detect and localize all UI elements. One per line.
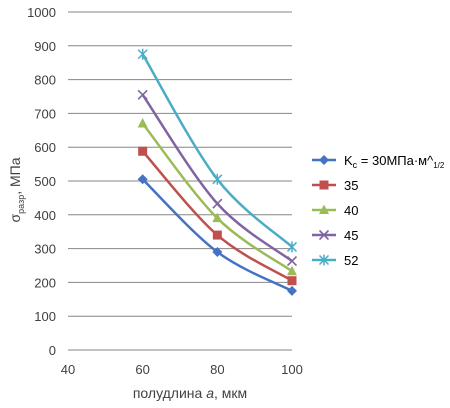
legend-label: Kc = 30МПа·м^1/2 [344,153,445,170]
data-point [212,212,223,223]
y-tick-label: 1000 [27,5,56,20]
y-tick-label: 300 [34,242,56,257]
data-point [137,174,148,185]
y-tick-label: 100 [34,309,56,324]
legend-marker [319,204,329,214]
data-point [287,285,297,296]
data-point [287,276,297,286]
legend-label: 35 [344,178,358,193]
y-tick-label: 700 [34,106,56,121]
x-tick-label: 60 [135,362,149,377]
data-point [286,241,298,253]
y-tick-label: 0 [49,343,56,358]
data-point [137,89,148,100]
x-tick-label: 80 [210,362,224,377]
x-tick-label: 40 [61,362,75,377]
y-tick-labels: 0 100 200 300 400 500 600 700 800 900 1000 [27,5,56,358]
legend-marker [319,180,329,190]
y-axis-title: σразр, МПа [7,157,26,222]
data-point [137,118,148,128]
legend-marker [319,155,329,165]
series-0 [137,174,297,296]
legend-item: 40 [312,203,358,218]
data-point [286,256,298,267]
gridlines [68,11,292,317]
series-4 [137,48,298,253]
data-point [212,230,222,240]
data-point [212,246,223,257]
legend: Kc = 30МПа·м^1/2 35 40 45 52 [312,153,445,268]
series-layer [137,48,298,296]
data-point [287,265,297,276]
series-1 [138,146,297,286]
series-3 [137,89,298,267]
legend-label: 45 [344,228,358,243]
x-tick-labels: 40 60 80 100 [61,362,303,377]
legend-marker [318,229,330,241]
legend-marker [318,254,330,266]
y-tick-label: 800 [34,73,56,88]
legend-label: 52 [344,253,358,268]
series-2 [137,118,297,276]
data-point [137,48,148,60]
x-tick-label: 100 [281,362,303,377]
legend-item: 45 [312,228,358,243]
y-tick-label: 500 [34,174,56,189]
y-tick-label: 400 [34,208,56,223]
legend-item: 35 [312,178,358,193]
y-tick-label: 200 [34,275,56,290]
legend-item: 52 [312,253,358,268]
legend-label: 40 [344,203,358,218]
y-tick-label: 900 [34,39,56,54]
legend-item: Kc = 30МПа·м^1/2 [312,153,445,170]
x-axis-title: полудлина a, мкм [133,385,247,401]
data-point [212,173,223,185]
data-point [212,198,223,209]
y-tick-label: 600 [34,140,56,155]
data-point [138,146,148,156]
